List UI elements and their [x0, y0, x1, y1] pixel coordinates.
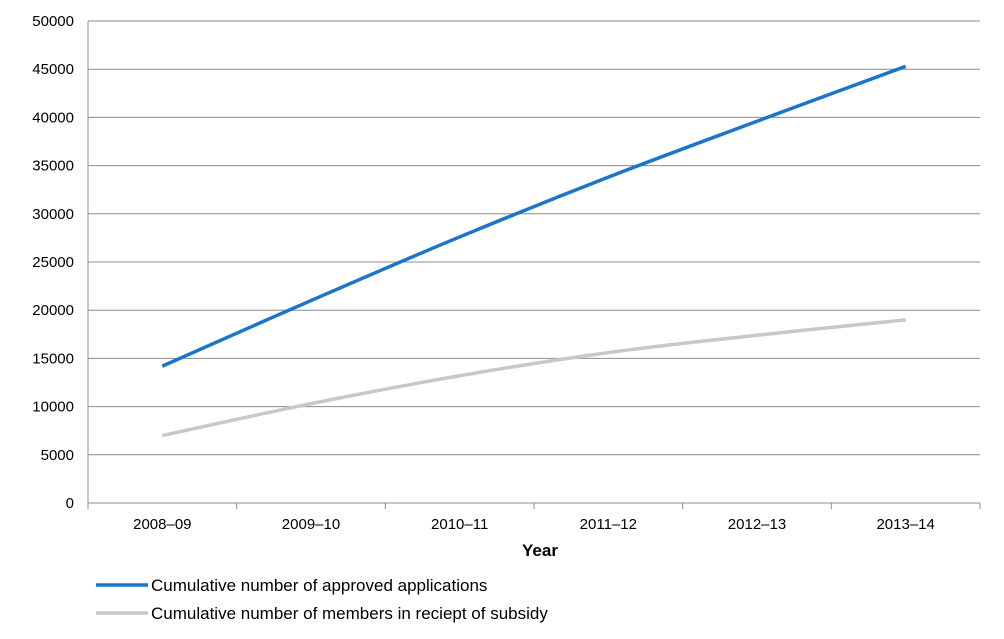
y-tick-label: 25000 [32, 254, 74, 271]
y-axis-tick-labels: 0 5000 10000 15000 20000 25000 30000 35000 40000… [32, 13, 74, 512]
x-axis-title: Year [522, 541, 558, 560]
x-tick-label: 2009–10 [282, 516, 340, 533]
legend-label-0: Cumulative number of approved applicatio… [151, 576, 487, 595]
y-tick-label: 40000 [32, 109, 74, 126]
y-tick-label: 5000 [41, 447, 74, 464]
x-tick-label: 2012–13 [728, 516, 786, 533]
series-line-0 [161, 64, 907, 368]
x-tick-label: 2013–14 [876, 516, 934, 533]
axes [87, 21, 981, 509]
y-tick-label: 35000 [32, 158, 74, 175]
x-tick-label: 2011–12 [580, 516, 637, 533]
series-lines [161, 64, 907, 438]
gridlines [88, 20, 980, 456]
y-tick-label: 0 [66, 495, 74, 512]
legend-label-1: Cumulative number of members in reciept … [151, 604, 548, 623]
y-tick-label: 30000 [32, 206, 74, 223]
x-axis-tick-labels: 2008–09 2009–10 2010–11 2011–12 2012–13 2013–… [133, 516, 935, 533]
x-tick-label: 2008–09 [133, 516, 191, 533]
legend: Cumulative number of approved applicatio… [96, 576, 548, 623]
y-tick-label: 50000 [32, 13, 74, 30]
y-tick-label: 15000 [32, 350, 74, 367]
x-tick-label: 2010–11 [431, 516, 488, 533]
y-tick-label: 20000 [32, 302, 74, 319]
y-tick-label: 10000 [32, 399, 74, 416]
series-line-1 [161, 318, 906, 438]
y-tick-label: 45000 [32, 61, 74, 78]
